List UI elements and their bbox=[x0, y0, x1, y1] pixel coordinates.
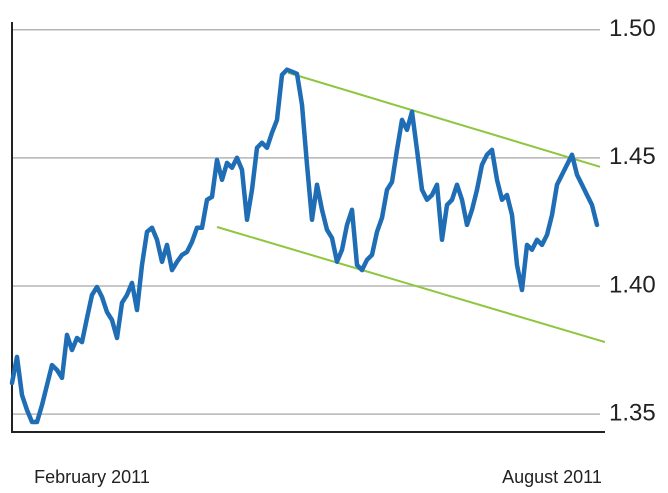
data-line bbox=[9, 67, 600, 425]
y-tick-label: 1.35 bbox=[609, 399, 656, 426]
y-tick-label: 1.50 bbox=[609, 15, 656, 42]
x-tick-label: February 2011 bbox=[34, 467, 150, 487]
trend-line bbox=[216, 226, 606, 344]
y-tick-label: 1.45 bbox=[609, 143, 656, 170]
x-tick-label: August 2011 bbox=[502, 467, 602, 487]
y-tick-label: 1.40 bbox=[609, 271, 656, 298]
trend-line bbox=[287, 71, 601, 168]
